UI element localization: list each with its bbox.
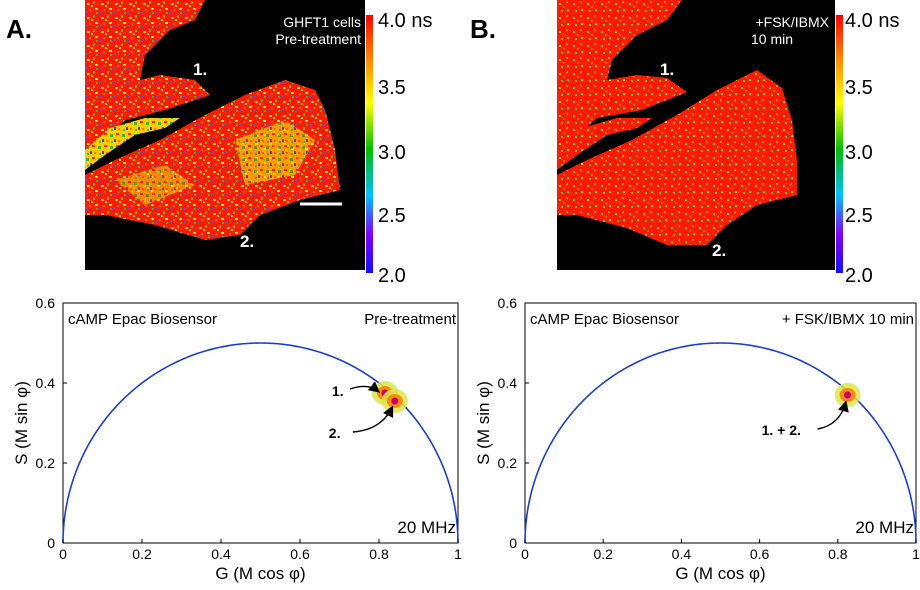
x-tick-label-b-0: 0 [521, 546, 529, 562]
cell-label-2-a: 2. [240, 232, 255, 251]
x-tick-label-b-2: 0.4 [672, 546, 692, 562]
sensor-label-b: cAMP Epac Biosensor [530, 311, 679, 328]
arrow-label-b-0: 1. + 2. [762, 422, 801, 438]
colorbar-label-a-0: 4.0 ns [378, 10, 433, 32]
flim-cells-b [557, 0, 797, 245]
frequency-label-b: 20 MHz [855, 518, 914, 537]
y-tick-label-b-1: 0.2 [498, 455, 518, 471]
arrow-b-0 [817, 400, 849, 430]
colorbar-label-b-3: 2.5 [845, 205, 873, 227]
flim-image-a [85, 0, 365, 270]
cell-1-region-b [557, 0, 687, 150]
colorbar-b [836, 15, 843, 273]
colorbar-label-b-0: 4.0 ns [845, 10, 900, 32]
phasor-plot-b: 0 0.2 0.4 0.6 0.8 1 0 0.2 0.4 0.6 G (M cos φ) S (M … [474, 295, 920, 583]
colorbar-label-a-2: 3.0 [378, 142, 406, 164]
arrow-a-0 [349, 381, 381, 393]
arrow-label-a-1: 2. [329, 425, 341, 441]
y-tick-label-a-1: 0.2 [36, 455, 56, 471]
panel-a-letter: A. [6, 14, 32, 44]
semicircle-curve-a [62, 342, 459, 544]
y-tick-label-a-2: 0.4 [36, 375, 56, 391]
x-tick-label-a-0: 0 [59, 546, 67, 562]
colorbar-label-a-4: 2.0 [378, 265, 406, 287]
x-tick-label-b-4: 0.8 [828, 546, 848, 562]
image-caption-line1-a: GHFT1 cells [283, 14, 361, 30]
image-caption-b: +FSK/IBMX 10 min [693, 14, 829, 48]
colorbar-label-b-1: 3.5 [845, 77, 873, 99]
x-tick-label-a-1: 0.2 [132, 546, 152, 562]
x-tick-label-a-5: 1 [454, 546, 462, 562]
x-tick-label-a-3: 0.6 [290, 546, 310, 562]
image-caption-a: GHFT1 cells Pre-treatment [225, 14, 361, 48]
colorbar-label-b-2: 3.0 [845, 142, 873, 164]
semicircle-curve-b [524, 342, 917, 544]
image-caption-line2-a: Pre-treatment [275, 31, 361, 47]
plot-frame-a [62, 302, 459, 544]
y-tick-label-a-0: 0 [47, 535, 55, 551]
cell-1-lower-b [557, 118, 652, 170]
y-tick-label-b-2: 0.4 [498, 375, 518, 391]
colorbar-a [366, 15, 373, 273]
cell-1-region-a [85, 0, 210, 150]
cell-label-1-b: 1. [660, 60, 675, 79]
cell-label-2-b: 2. [712, 241, 727, 260]
cell-label-1-a: 1. [193, 60, 208, 79]
x-tick-label-b-5: 1 [912, 546, 920, 562]
phasor-plot-a: 0 0.2 0.4 0.6 0.8 1 0 0.2 0.4 0.6 G (M cos φ) S (M … [12, 295, 462, 583]
cell-1-lower-a [85, 118, 180, 170]
colorbar-label-b-4: 2.0 [845, 265, 873, 287]
cell-2-region-b [557, 70, 797, 245]
flim-cells-a [85, 0, 342, 240]
image-caption-line1-b: +FSK/IBMX [755, 14, 829, 30]
x-tick-label-a-4: 0.8 [369, 546, 389, 562]
colorbar-label-a-3: 2.5 [378, 205, 406, 227]
x-tick-label-b-3: 0.6 [750, 546, 770, 562]
x-tick-label-b-1: 0.2 [593, 546, 613, 562]
frequency-label-a: 20 MHz [397, 518, 456, 537]
panel-b-letter: B. [470, 14, 496, 44]
image-caption-line2-b: 10 min [751, 31, 794, 47]
colorbar-label-a-1: 3.5 [378, 77, 406, 99]
x-tick-label-a-2: 0.4 [211, 546, 231, 562]
y-axis-label-b: S (M sin φ) [474, 381, 493, 465]
y-axis-label-a: S (M sin φ) [12, 381, 31, 465]
cluster-core-b-0 [844, 391, 852, 399]
arrow-label-a-0: 1. [332, 383, 344, 399]
y-tick-label-b-0: 0 [509, 535, 517, 551]
sensor-label-a: cAMP Epac Biosensor [68, 311, 217, 328]
plot-frame-b [524, 302, 917, 544]
condition-label-b: + FSK/IBMX 10 min [782, 311, 914, 328]
x-axis-label-a: G (M cos φ) [215, 564, 305, 583]
condition-label-a: Pre-treatment [364, 311, 457, 328]
x-axis-label-b: G (M cos φ) [675, 564, 765, 583]
y-tick-label-a-3: 0.6 [36, 295, 56, 311]
y-tick-label-b-3: 0.6 [498, 295, 518, 311]
flim-image-b [557, 0, 835, 270]
arrow-a-1 [352, 405, 394, 433]
cluster-core-a-1 [391, 397, 399, 405]
